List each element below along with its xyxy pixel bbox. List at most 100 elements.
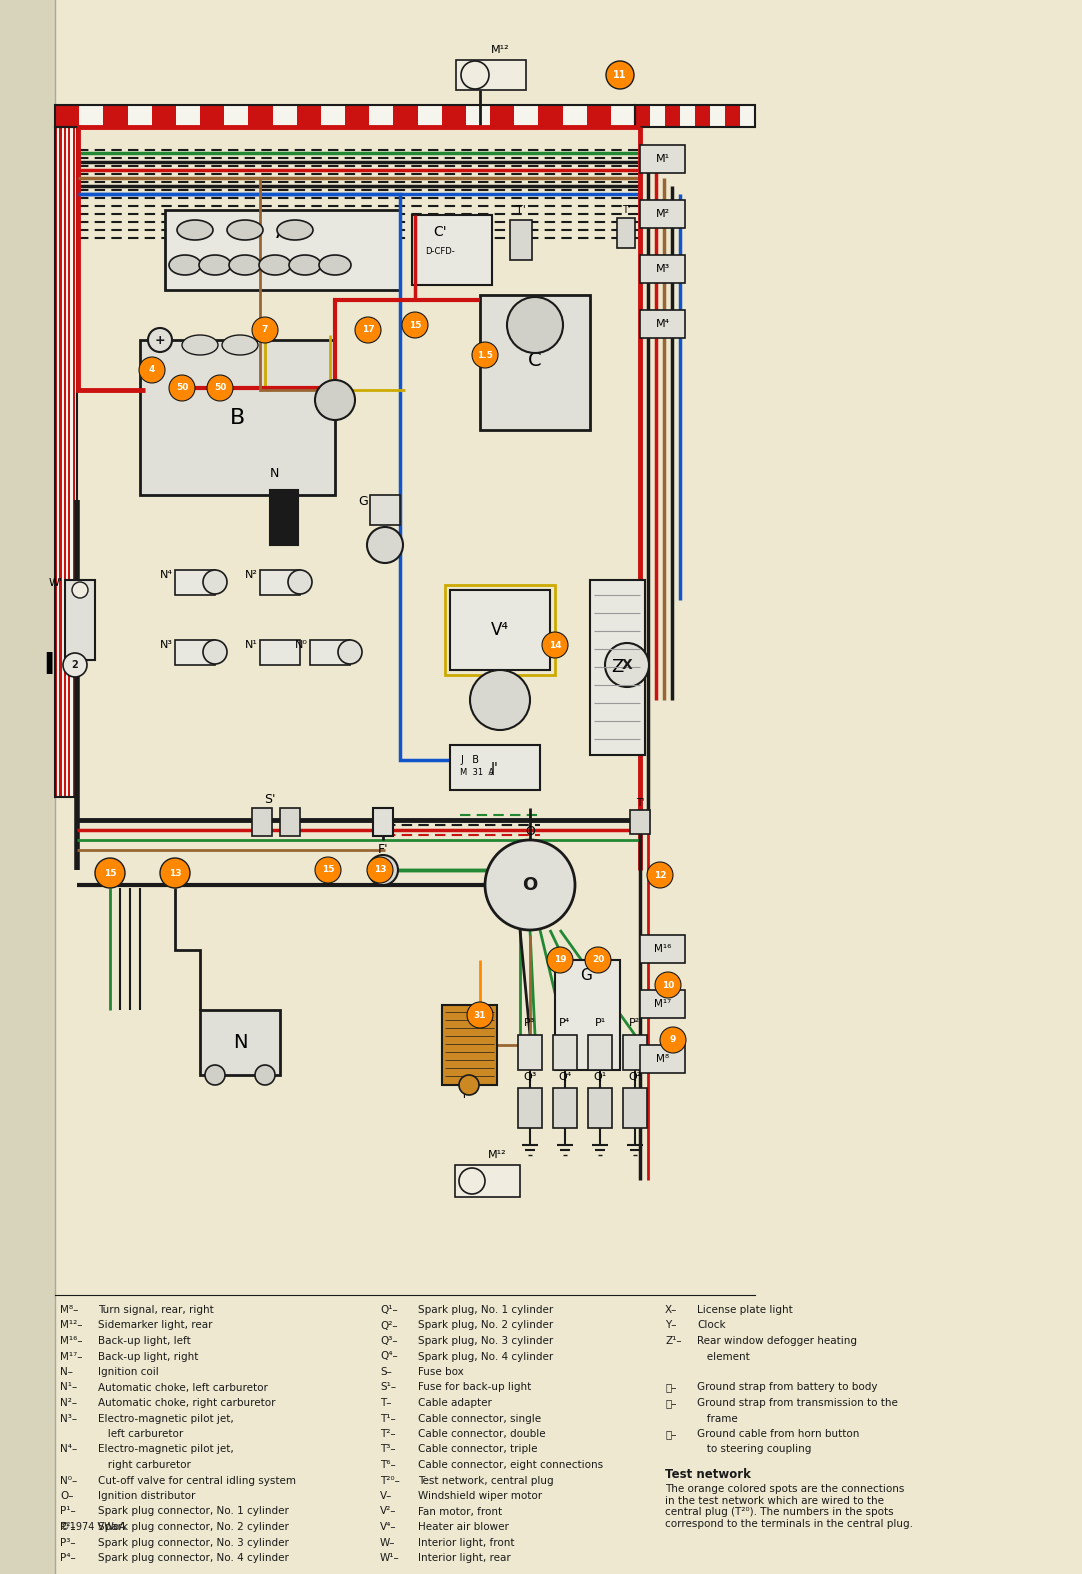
Text: P²: P² xyxy=(630,1018,641,1028)
Bar xyxy=(679,105,695,127)
Text: P⁴–: P⁴– xyxy=(60,1554,76,1563)
Bar xyxy=(725,105,740,127)
Text: 12: 12 xyxy=(654,870,667,880)
Ellipse shape xyxy=(182,335,217,356)
Bar xyxy=(443,1006,497,1084)
Bar xyxy=(490,105,514,127)
Circle shape xyxy=(252,316,278,343)
Text: B: B xyxy=(229,408,246,428)
Text: Spark plug, No. 4 cylinder: Spark plug, No. 4 cylinder xyxy=(418,1352,553,1362)
Text: element: element xyxy=(697,1352,750,1362)
Circle shape xyxy=(459,1075,479,1096)
Bar xyxy=(514,105,539,127)
Text: N¹: N¹ xyxy=(246,641,258,650)
Ellipse shape xyxy=(222,335,258,356)
Text: 4: 4 xyxy=(149,365,155,375)
Text: N⁴–: N⁴– xyxy=(60,1445,77,1454)
Circle shape xyxy=(542,633,568,658)
Text: N⁴: N⁴ xyxy=(160,570,173,579)
Text: ⓘ–: ⓘ– xyxy=(665,1382,676,1393)
Bar xyxy=(441,105,466,127)
Text: P³: P³ xyxy=(525,1018,536,1028)
Bar xyxy=(224,105,249,127)
Circle shape xyxy=(655,973,681,998)
Text: Q³–: Q³– xyxy=(380,1336,397,1346)
Bar xyxy=(412,216,492,285)
Circle shape xyxy=(355,316,381,343)
Text: Automatic choke, left carburetor: Automatic choke, left carburetor xyxy=(98,1382,268,1393)
Text: 15: 15 xyxy=(321,866,334,875)
Text: Clock: Clock xyxy=(697,1321,726,1330)
Bar xyxy=(311,641,349,664)
Bar xyxy=(260,641,300,664)
Bar xyxy=(373,807,393,836)
Circle shape xyxy=(160,858,190,888)
Text: 15: 15 xyxy=(104,869,116,877)
Bar xyxy=(450,745,540,790)
Bar xyxy=(252,807,272,836)
Text: M⁸: M⁸ xyxy=(657,1055,670,1064)
Text: Cable connector, triple: Cable connector, triple xyxy=(418,1445,538,1454)
Circle shape xyxy=(367,856,393,883)
Circle shape xyxy=(203,570,227,593)
Bar xyxy=(55,127,57,796)
Text: Spark plug connector, No. 1 cylinder: Spark plug connector, No. 1 cylinder xyxy=(98,1506,289,1516)
Circle shape xyxy=(472,342,498,368)
Ellipse shape xyxy=(227,220,263,239)
Bar xyxy=(588,1088,612,1129)
Text: M¹: M¹ xyxy=(656,154,670,164)
Bar xyxy=(175,641,215,664)
Bar xyxy=(270,490,298,545)
Bar xyxy=(62,127,64,796)
Bar xyxy=(563,105,586,127)
Text: M¹⁷: M¹⁷ xyxy=(655,999,672,1009)
Circle shape xyxy=(606,61,634,90)
Text: 2: 2 xyxy=(71,660,78,671)
Bar xyxy=(249,105,273,127)
Text: J   B: J B xyxy=(460,756,479,765)
Bar xyxy=(176,105,200,127)
Bar xyxy=(456,60,526,90)
Text: T–: T– xyxy=(380,1398,392,1409)
Circle shape xyxy=(647,863,673,888)
Ellipse shape xyxy=(319,255,351,275)
Text: N¹–: N¹– xyxy=(60,1382,77,1393)
Text: 13: 13 xyxy=(373,866,386,875)
Bar xyxy=(175,570,215,595)
Text: T²⁰: T²⁰ xyxy=(461,1091,477,1100)
Text: D-CFD-: D-CFD- xyxy=(425,247,454,257)
Bar xyxy=(695,105,710,127)
Bar xyxy=(68,127,70,796)
Circle shape xyxy=(169,375,195,401)
Text: O–: O– xyxy=(60,1491,74,1502)
Bar xyxy=(55,105,79,127)
Text: V⁴: V⁴ xyxy=(491,622,509,639)
Text: Q¹–: Q¹– xyxy=(380,1305,398,1314)
Text: V–: V– xyxy=(380,1491,393,1502)
Text: N²: N² xyxy=(246,570,258,579)
Text: Ground strap from battery to body: Ground strap from battery to body xyxy=(697,1382,878,1393)
Text: T²⁰–: T²⁰– xyxy=(380,1475,400,1486)
Bar xyxy=(650,105,665,127)
Bar xyxy=(55,105,635,127)
Bar xyxy=(480,294,590,430)
Bar xyxy=(639,255,685,283)
Ellipse shape xyxy=(289,255,321,275)
Bar xyxy=(75,127,77,796)
Circle shape xyxy=(485,841,575,930)
Bar xyxy=(586,105,611,127)
Text: Cable connector, eight connections: Cable connector, eight connections xyxy=(418,1461,603,1470)
Circle shape xyxy=(338,641,362,664)
Bar xyxy=(60,127,62,796)
Circle shape xyxy=(467,1003,493,1028)
Text: W': W' xyxy=(49,578,63,589)
Text: W–: W– xyxy=(380,1538,396,1547)
Text: N²–: N²– xyxy=(60,1398,77,1409)
Text: G: G xyxy=(358,494,368,508)
Text: W¹–: W¹– xyxy=(380,1554,399,1563)
Circle shape xyxy=(605,644,649,686)
Text: Cut-off valve for central idling system: Cut-off valve for central idling system xyxy=(98,1475,296,1486)
Text: Z¹–: Z¹– xyxy=(665,1336,682,1346)
Text: License plate light: License plate light xyxy=(697,1305,793,1314)
Circle shape xyxy=(72,582,88,598)
